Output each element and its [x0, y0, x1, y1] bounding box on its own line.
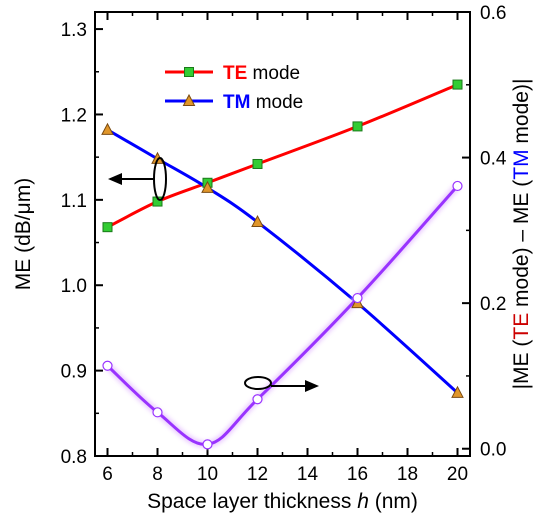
legend-label-bold: TE: [223, 63, 247, 84]
series-point: [101, 122, 114, 135]
legend-marker: [182, 93, 196, 106]
legend-label: TM mode: [223, 92, 303, 113]
x-tick-label: 20: [447, 464, 468, 485]
series-point: [152, 407, 163, 418]
y-left-tick-label: 1.2: [61, 105, 87, 126]
annotation-arrow-right-head: [305, 380, 319, 392]
y-left-axis-label: ME (dB/μm): [12, 178, 35, 290]
series-line-glow: [105, 183, 461, 448]
series-point: [202, 439, 213, 450]
legend-marker: [184, 67, 194, 77]
y-left-tick-label: 0.8: [61, 447, 87, 468]
y-right-axis-label: |ME (TE mode) – ME (TM mode)|: [510, 79, 533, 390]
series-point: [201, 180, 214, 193]
series-point: [451, 385, 464, 398]
series-point: [452, 79, 463, 90]
y-right-tick-label: 0.2: [480, 294, 506, 315]
y-right-axis-label-part: |ME (: [510, 340, 533, 390]
series-point: [352, 292, 363, 304]
x-axis-label: Space layer thickness h (nm): [147, 490, 418, 513]
x-tick-label: 12: [247, 464, 268, 485]
x-tick-label: 10: [197, 464, 218, 485]
y-right-axis-label-part: mode)|: [510, 79, 533, 150]
y-left-tick-label: 1.1: [61, 191, 87, 212]
y-right-axis-label-part: TM: [510, 149, 533, 179]
legend-label-rest: mode: [250, 92, 303, 113]
y-right-axis-label-part: mode) – ME (: [510, 180, 533, 313]
y-left-tick-label: 1.3: [61, 20, 87, 41]
x-tick-label: 8: [152, 464, 163, 485]
series-point: [251, 214, 264, 228]
x-tick-label: 6: [102, 464, 113, 485]
annotation-ellipse-left: [153, 157, 167, 201]
series-point: [452, 180, 463, 192]
series-point: [252, 158, 263, 169]
y-right-axis-label-part: TE: [510, 313, 533, 340]
x-tick-label: 16: [347, 464, 368, 485]
y-left-tick-label: 0.9: [61, 362, 87, 383]
series-point: [352, 121, 363, 132]
x-tick-label: 18: [397, 464, 418, 485]
series-point: [102, 222, 113, 233]
x-axis-label-prefix: Space layer thickness: [147, 490, 357, 513]
annotation-arrow-left-head: [108, 173, 122, 185]
x-axis-label-suffix: (nm): [369, 490, 418, 513]
x-tick-label: 14: [297, 464, 319, 485]
y-right-tick-label: 0.6: [480, 3, 506, 24]
legend-label-bold: TM: [223, 92, 250, 113]
legend-label-rest: mode: [247, 63, 300, 84]
y-right-tick-label: 0.4: [480, 149, 507, 170]
annotation-ellipse-right: [244, 376, 272, 390]
series-point: [252, 394, 263, 405]
y-right-tick-label: 0.0: [480, 440, 506, 461]
x-axis-label-variable: h: [357, 490, 369, 513]
series-line: [106, 184, 459, 446]
series-point: [102, 360, 113, 371]
legend-label: TE mode: [223, 63, 300, 84]
y-left-tick-label: 1.0: [61, 276, 87, 297]
series-line: [106, 128, 459, 394]
